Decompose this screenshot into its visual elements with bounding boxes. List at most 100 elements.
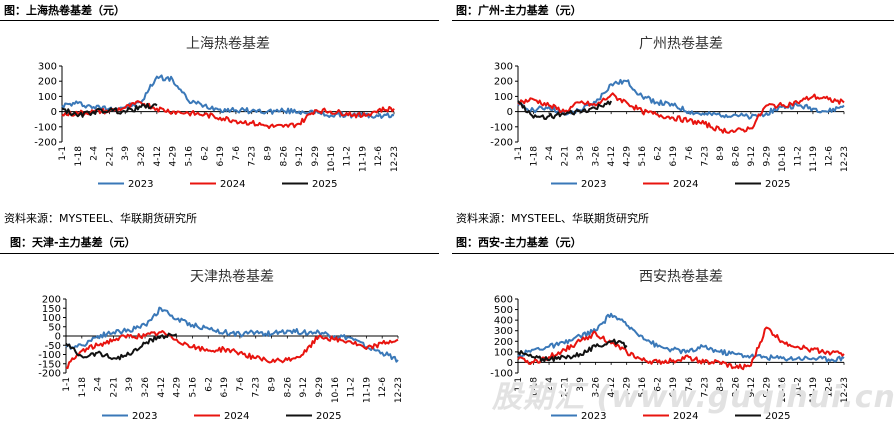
x-tick-label: 7-6 <box>685 146 695 161</box>
series-line-2024 <box>61 100 395 130</box>
x-tick-label: 3-26 <box>137 146 147 167</box>
chart-title: 天津热卷基差 <box>190 268 274 285</box>
panel-title-xian: 图：西安-主力基差（元） <box>456 236 582 249</box>
x-tick-label: 10-16 <box>331 377 341 403</box>
y-tick-label: 300 <box>494 62 513 73</box>
x-tick-label: 12-23 <box>394 377 404 403</box>
x-tick-label: 7-23 <box>700 146 710 166</box>
legend-label: 2023 <box>581 179 606 190</box>
x-tick-label: 8-9 <box>264 146 274 161</box>
chart-title: 上海热卷基差 <box>186 35 270 52</box>
y-tick-label: 200 <box>494 77 513 88</box>
x-tick-label: 6-19 <box>220 377 230 398</box>
legend-label: 2023 <box>581 411 606 422</box>
x-tick-label: 2-4 <box>545 377 555 392</box>
x-tick-label: 6-19 <box>669 146 679 167</box>
y-tick-label: -50 <box>45 341 61 352</box>
x-tick-label: 9-12 <box>295 146 305 166</box>
x-tick-label: 4-29 <box>169 146 179 167</box>
y-tick-label: 0 <box>507 358 513 369</box>
x-tick-label: 8-9 <box>716 146 726 161</box>
x-tick-label: 8-26 <box>279 146 289 167</box>
x-tick-label: 11-2 <box>347 377 357 397</box>
x-tick-label: 12-23 <box>840 377 850 403</box>
series-line-2025 <box>517 100 613 120</box>
y-tick-label: 0 <box>507 107 513 118</box>
x-tick-label: 7-23 <box>700 377 710 397</box>
x-tick-label: 12-6 <box>824 146 834 167</box>
x-tick-label: 2-21 <box>561 377 571 397</box>
legend-label: 2025 <box>312 179 337 190</box>
legend-label: 2025 <box>765 179 790 190</box>
y-tick-label: 100 <box>38 92 57 103</box>
x-tick-label: 4-29 <box>623 146 633 167</box>
legend-label: 2024 <box>220 179 245 190</box>
series-line-2025 <box>65 332 178 361</box>
x-tick-label: 9-29 <box>315 377 325 398</box>
x-tick-label: 3-9 <box>125 377 135 392</box>
y-tick-label: -150 <box>38 359 61 370</box>
x-tick-label: 5-16 <box>638 146 648 167</box>
x-tick-label: 8-26 <box>283 377 293 398</box>
x-tick-label: 4-12 <box>607 146 617 166</box>
y-tick-label: -100 <box>38 350 61 361</box>
x-tick-label: 9-29 <box>762 377 772 398</box>
legend-label: 2023 <box>132 411 157 422</box>
x-tick-label: 1-1 <box>514 146 524 161</box>
x-tick-label: 11-19 <box>362 377 372 403</box>
legend-label: 2024 <box>673 179 698 190</box>
y-tick-label: -100 <box>490 122 513 133</box>
x-tick-label: 6-2 <box>654 146 664 161</box>
y-tick-label: -100 <box>34 122 57 133</box>
x-tick-label: 2-21 <box>561 146 571 166</box>
x-tick-label: 10-16 <box>778 377 788 403</box>
y-tick-label: 50 <box>48 322 61 333</box>
legend-label: 2025 <box>316 411 341 422</box>
series-line-2025 <box>517 338 628 363</box>
x-tick-label: 1-18 <box>530 377 540 398</box>
x-tick-label: 9-29 <box>311 146 321 167</box>
x-tick-label: 4-12 <box>157 377 167 397</box>
y-tick-label: 0 <box>51 107 57 118</box>
y-tick-label: 100 <box>494 92 513 103</box>
title-rule <box>452 253 894 254</box>
x-tick-label: 9-12 <box>747 377 757 397</box>
panel-title-shanghai: 图：上海热卷基差（元） <box>4 4 125 17</box>
y-tick-label: 200 <box>42 295 61 306</box>
x-tick-label: 8-9 <box>716 377 726 392</box>
x-tick-label: 1-18 <box>530 146 540 167</box>
y-tick-label: 300 <box>494 326 513 337</box>
title-rule <box>0 20 439 21</box>
y-tick-label: 300 <box>38 62 57 73</box>
x-tick-label: 7-23 <box>248 146 258 166</box>
x-tick-label: 3-26 <box>141 377 151 398</box>
x-tick-label: 1-1 <box>58 146 68 161</box>
x-tick-label: 2-4 <box>90 146 100 161</box>
panel-title-tianjin: 图：天津-主力基差（元） <box>10 236 136 249</box>
y-tick-label: -200 <box>490 138 513 149</box>
x-tick-label: 3-26 <box>592 377 602 398</box>
x-tick-label: 5-16 <box>638 377 648 398</box>
y-tick-label: 150 <box>42 304 61 315</box>
x-tick-label: 10-16 <box>327 146 337 172</box>
panel-title-guangzhou: 图：广州-主力基差（元） <box>456 4 582 17</box>
y-tick-label: 500 <box>494 305 513 316</box>
series-line-2023 <box>61 74 395 119</box>
series-line-2023 <box>517 312 845 363</box>
x-tick-label: 9-12 <box>299 377 309 397</box>
x-tick-label: 2-21 <box>109 377 119 397</box>
x-tick-label: 3-9 <box>576 377 586 392</box>
x-tick-label: 11-19 <box>809 377 819 403</box>
legend-label: 2023 <box>128 179 153 190</box>
x-tick-label: 9-12 <box>747 146 757 166</box>
x-tick-label: 6-19 <box>216 146 226 167</box>
x-tick-label: 6-2 <box>204 377 214 392</box>
legend-label: 2025 <box>765 411 790 422</box>
title-rule <box>0 253 439 254</box>
x-tick-label: 3-9 <box>121 146 131 161</box>
y-tick-label: 400 <box>494 316 513 327</box>
x-tick-label: 1-18 <box>74 146 84 167</box>
y-tick-label: -200 <box>34 138 57 149</box>
